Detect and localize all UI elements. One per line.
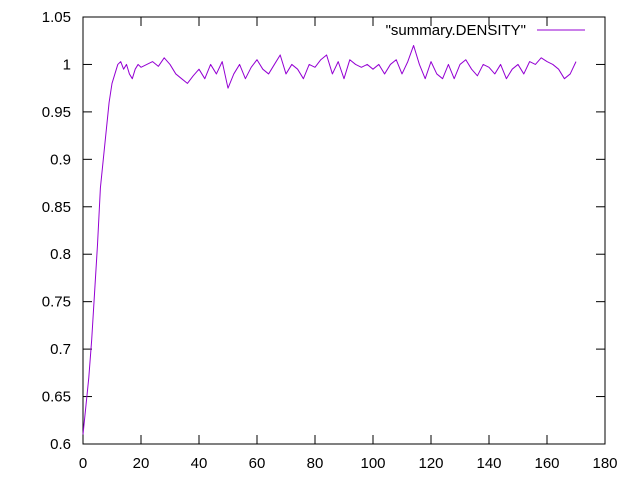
x-tick-label: 0 xyxy=(79,455,87,472)
x-tick-label: 40 xyxy=(191,455,208,472)
y-tick-label: 0.6 xyxy=(50,436,71,453)
x-tick-label: 80 xyxy=(307,455,324,472)
y-tick-label: 0.8 xyxy=(50,246,71,263)
x-tick-label: 120 xyxy=(418,455,443,472)
y-tick-label: 0.9 xyxy=(50,151,71,168)
y-tick-label: 1.05 xyxy=(42,9,71,26)
x-tick-label: 140 xyxy=(476,455,501,472)
x-tick-label: 20 xyxy=(133,455,150,472)
x-tick-label: 180 xyxy=(592,455,617,472)
y-tick-label: 0.95 xyxy=(42,104,71,121)
x-tick-label: 60 xyxy=(249,455,266,472)
legend-label: "summary.DENSITY" xyxy=(386,22,526,39)
y-tick-label: 1 xyxy=(63,56,71,73)
x-tick-label: 100 xyxy=(360,455,385,472)
x-tick-label: 160 xyxy=(534,455,559,472)
y-tick-label: 0.65 xyxy=(42,389,71,406)
y-tick-label: 0.7 xyxy=(50,341,71,358)
y-tick-label: 0.75 xyxy=(42,294,71,311)
series-line-summary-density xyxy=(82,44,577,435)
y-tick-label: 0.85 xyxy=(42,199,71,216)
plot-border xyxy=(82,16,606,445)
